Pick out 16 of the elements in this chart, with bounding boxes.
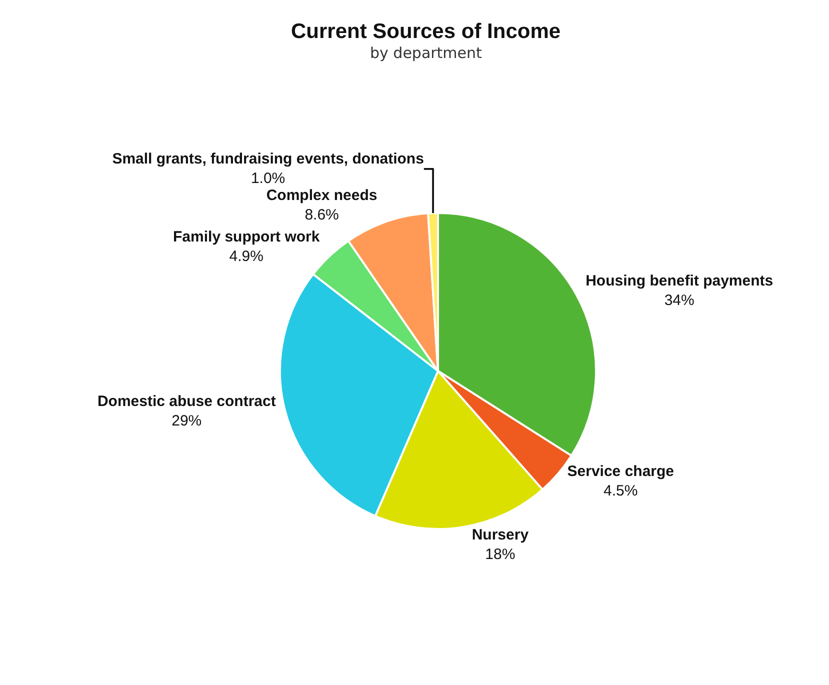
data-label: 8.6% — [304, 206, 339, 224]
slice-label: Nursery — [472, 526, 530, 544]
slice-label: Service charge — [567, 463, 674, 480]
data-label: 34% — [664, 292, 694, 309]
data-label: 4.9% — [229, 248, 264, 265]
slice-label: Family support work — [173, 228, 320, 246]
chart-subtitle: by department — [370, 44, 482, 62]
slice-label: Domestic abuse contract — [97, 393, 276, 410]
data-label: 4.5% — [604, 482, 638, 500]
data-label: 1.0% — [250, 170, 286, 188]
data-label: 18% — [485, 546, 516, 564]
chart-title: Current Sources of Income — [291, 20, 561, 43]
slice-label: Small grants, fundraising events, donations — [112, 150, 424, 168]
slice-label: Housing benefit payments — [586, 272, 774, 290]
slice-label: Complex needs — [266, 187, 378, 204]
data-label: 29% — [172, 412, 202, 430]
